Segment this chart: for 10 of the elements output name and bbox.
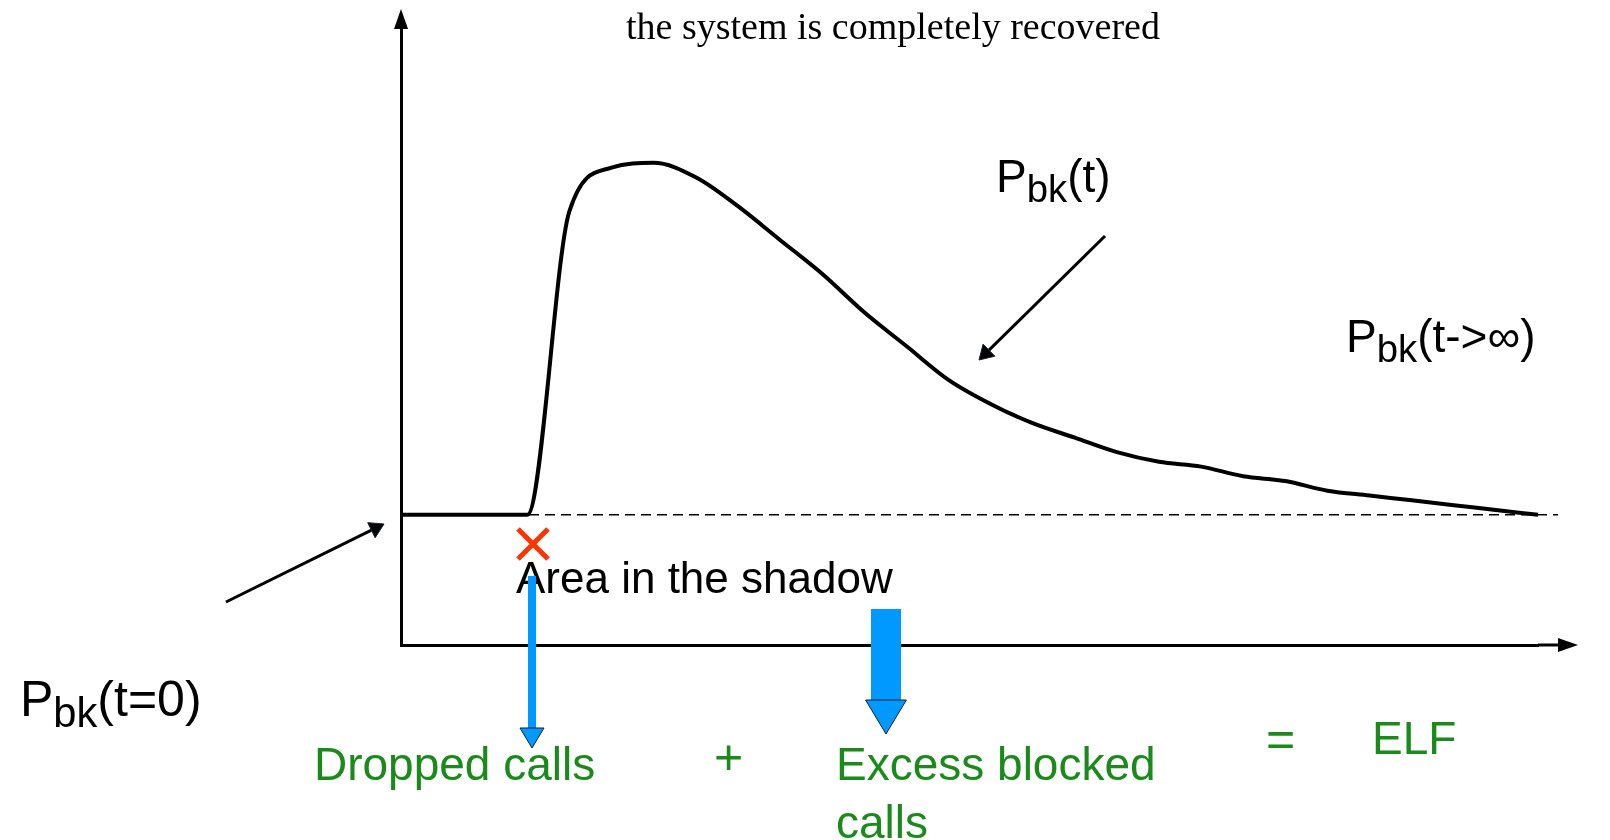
text: Excess blocked calls bbox=[836, 737, 1157, 840]
chart-title: the system is completely recovered bbox=[625, 7, 1161, 48]
annotation: Area in the shadow bbox=[516, 552, 893, 604]
annotation: P$_{bk}$(t->∞) bbox=[1346, 309, 1536, 373]
text: + bbox=[714, 728, 744, 787]
text: P$_{bk}$(t=0) bbox=[20, 670, 202, 738]
text: = bbox=[1266, 710, 1296, 769]
text: Dropped calls bbox=[314, 737, 596, 792]
text: ELF bbox=[1372, 711, 1457, 766]
annotation: P$_{bk}$(t) bbox=[996, 149, 1111, 213]
